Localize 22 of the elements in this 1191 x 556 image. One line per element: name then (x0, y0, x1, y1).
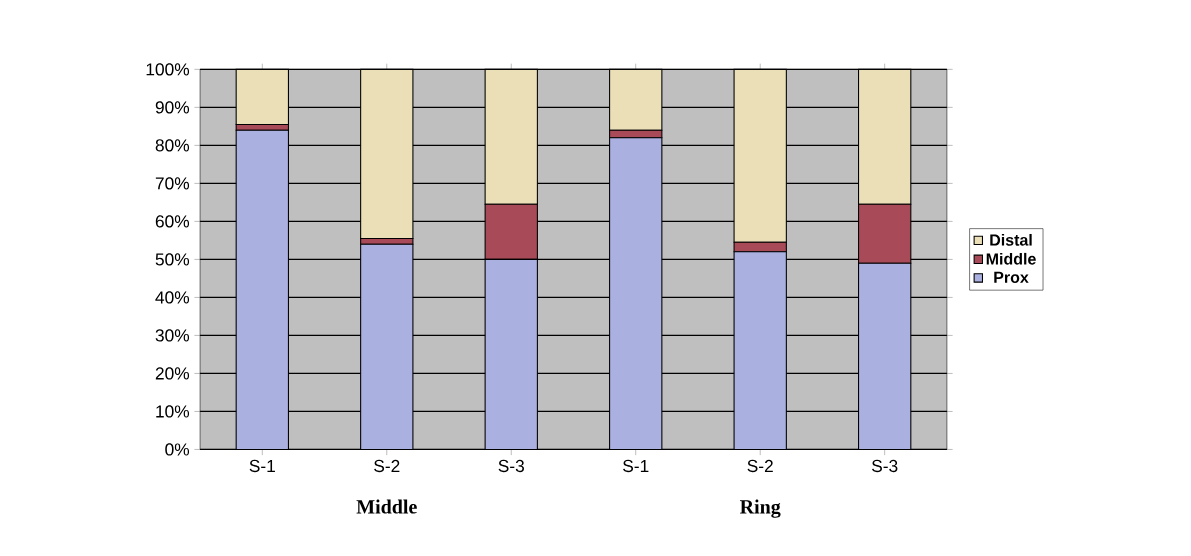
x-tick-label: S-3 (871, 459, 898, 473)
y-tick-label: 70% (155, 177, 190, 190)
y-tick-label: 60% (155, 215, 190, 228)
y-tick-label: 10% (156, 405, 190, 418)
x-tick-label: S-3 (498, 459, 524, 473)
y-tick-label: 20% (155, 367, 190, 380)
text: Middle (356, 499, 417, 514)
y-tick-label: 80% (155, 139, 190, 152)
x-tick-label: S-1 (249, 459, 275, 473)
legend-label: Middle (986, 252, 1036, 265)
y-tick-label: 50% (155, 253, 190, 266)
x-tick-label: S-2 (374, 459, 400, 473)
y-tick-label: 90% (155, 101, 190, 114)
y-tick-label: 40% (155, 291, 190, 304)
x-tick-label: S-1 (623, 459, 649, 473)
y-tick-label: 30% (155, 329, 190, 342)
y-tick-label: 100% (146, 63, 190, 76)
legend-label: Prox (994, 271, 1029, 283)
x-tick-label: S-2 (747, 459, 773, 473)
y-tick-label: 0% (165, 443, 190, 456)
legend-label: Distal (990, 233, 1032, 246)
text: Ring (739, 499, 781, 518)
